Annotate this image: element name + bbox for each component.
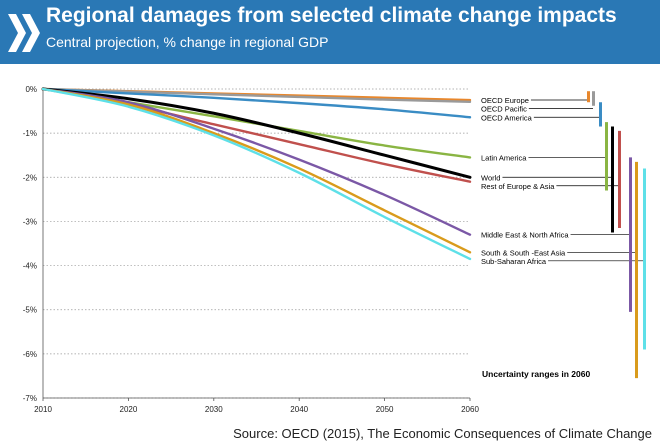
oecd-chevron-logo-icon <box>8 14 40 52</box>
chart-title: Regional damages from selected climate c… <box>46 4 617 27</box>
x-tick-label: 2010 <box>34 405 52 414</box>
series-label-latin-america: Latin America <box>481 153 527 162</box>
source-note: Source: OECD (2015), The Economic Conseq… <box>233 426 652 441</box>
series-line-world <box>41 87 472 179</box>
uncertainty-ranges <box>587 91 646 379</box>
series-label-south-south-east-asia: South & South -East Asia <box>481 248 566 257</box>
y-tick-label: -2% <box>23 173 37 182</box>
y-tick-label: -4% <box>23 262 37 271</box>
series-label-middle-east-north-africa: Middle East & North Africa <box>481 231 569 240</box>
y-tick-label: -1% <box>23 129 37 138</box>
series-lines <box>41 87 472 261</box>
y-tick-label: -6% <box>23 350 37 359</box>
series-line-rest-of-europe-asia <box>41 87 472 183</box>
x-tick-label: 2060 <box>461 405 479 414</box>
series-line-oecd-pacific <box>41 87 472 104</box>
series-label-oecd-america: OECD America <box>481 113 533 122</box>
series-label-sub-saharan-africa: Sub-Saharan Africa <box>481 257 547 266</box>
x-tick-label: 2050 <box>376 405 394 414</box>
y-tick-label: -3% <box>23 217 37 226</box>
series-label-oecd-pacific: OECD Pacific <box>481 105 527 114</box>
series-line-sub-saharan-africa <box>41 87 472 261</box>
series-line-oecd-america <box>41 87 472 119</box>
series-line-middle-east-north-africa <box>41 87 472 236</box>
y-tick-label: -7% <box>23 394 37 403</box>
y-tick-label: -5% <box>23 306 37 315</box>
axes: 0% -1% -2% -3% -4% -5% -6% -7% 2010 2020 2030 2040 2… <box>23 85 480 414</box>
series-label-world: World <box>481 173 500 182</box>
series-line-south-south-east-asia <box>41 87 472 254</box>
series-label-rest-of-europe-asia: Rest of Europe & Asia <box>481 182 555 191</box>
x-tick-label: 2030 <box>205 405 223 414</box>
chart-header: Regional damages from selected climate c… <box>0 0 660 64</box>
x-tick-label: 2040 <box>290 405 308 414</box>
x-tick-label: 2020 <box>120 405 138 414</box>
line-chart: 0% -1% -2% -3% -4% -5% -6% -7% 2010 2020 2030 2040 2… <box>23 85 646 414</box>
series-label-oecd-europe: OECD Europe <box>481 96 529 105</box>
chart-subtitle: Central projection, % change in regional… <box>46 34 329 50</box>
y-tick-label: 0% <box>25 85 37 94</box>
uncertainty-annotation: Uncertainty ranges in 2060 <box>482 369 590 379</box>
